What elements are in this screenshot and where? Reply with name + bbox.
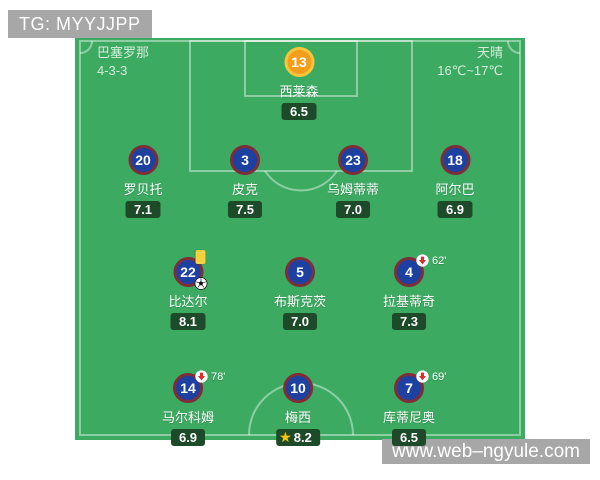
player-name: 西莱森: [279, 84, 319, 99]
player-7[interactable]: 7 69' 库蒂尼奥 6.5: [382, 370, 446, 446]
player-rating-badge: 7.1: [125, 201, 161, 218]
player-number-circle: 18: [439, 145, 470, 175]
player-23[interactable]: 23 乌姆蒂蒂 7.0: [327, 145, 379, 218]
player-name: 比达尔: [168, 294, 208, 309]
watermark-top-left: TG: MYYJJPP: [8, 10, 152, 38]
player-number-circle: 20: [127, 145, 158, 175]
team-name: 巴塞罗那: [97, 45, 150, 60]
player-18[interactable]: 18 阿尔巴 6.9: [435, 145, 475, 218]
player-number-circle: 14 78': [172, 370, 225, 403]
temperature-label: 16℃~17℃: [437, 63, 503, 78]
player-rating: 8.1: [178, 314, 198, 329]
player-3[interactable]: 3 皮克 7.5: [227, 145, 263, 218]
player-number-circle: 22: [172, 250, 207, 290]
player-rating: 7.0: [343, 202, 363, 217]
player-22[interactable]: 22 比达尔 8.1: [168, 250, 208, 330]
player-number: 18: [447, 152, 463, 168]
watermark-top-left-text: TG: MYYJJPP: [19, 13, 141, 34]
player-rating: 7.1: [133, 202, 153, 217]
player-rating-badge: 6.9: [170, 429, 206, 446]
sub-off-icon: [416, 254, 429, 267]
player-number: 13: [291, 54, 307, 70]
sub-off-icon: [416, 370, 429, 383]
player-rating: 6.9: [445, 202, 465, 217]
player-5[interactable]: 5 布斯克茨 7.0: [274, 257, 326, 330]
player-4[interactable]: 4 62' 拉基蒂奇 7.3: [382, 254, 446, 330]
player-number-circle: 4 62': [393, 254, 446, 287]
goal-ball-icon: [194, 277, 207, 290]
player-number: 4: [405, 264, 413, 280]
player-14[interactable]: 14 78' 马尔科姆 6.9: [161, 370, 225, 446]
player-number: 14: [180, 380, 196, 396]
sub-minute-label: 62': [431, 255, 447, 267]
player-name: 皮克: [231, 182, 259, 197]
weather-label: 天晴: [476, 45, 503, 60]
player-number-circle: 10: [282, 373, 313, 403]
player-number: 10: [290, 380, 306, 396]
player-number: 20: [135, 152, 151, 168]
player-rating-badge: 7.0: [335, 201, 371, 218]
player-number-circle: 5: [284, 257, 315, 287]
player-number-circle: 3: [229, 145, 260, 175]
team-info: 巴塞罗那 4-3-3: [97, 44, 149, 80]
player-rating-badge: 7.0: [282, 313, 318, 330]
player-name: 马尔科姆: [161, 410, 215, 425]
player-10[interactable]: 10 梅西 ★ 8.2: [276, 373, 320, 446]
player-name: 乌姆蒂蒂: [326, 182, 380, 197]
player-rating: 6.9: [178, 430, 198, 445]
sub-off-icon: [195, 370, 208, 383]
player-name: 梅西: [284, 410, 312, 425]
player-number: 23: [345, 152, 361, 168]
player-number-circle: 13: [283, 47, 314, 77]
player-name: 阿尔巴: [435, 182, 475, 197]
player-rating: 7.0: [290, 314, 310, 329]
formation-label: 4-3-3: [97, 63, 128, 78]
player-number: 5: [296, 264, 304, 280]
player-name: 拉基蒂奇: [382, 294, 436, 309]
football-pitch: 巴塞罗那 4-3-3 天晴 16℃~17℃ 13 西莱森 6.5 20 罗贝托 7.1 3 皮…: [75, 38, 525, 446]
player-20[interactable]: 20 罗贝托 7.1: [123, 145, 163, 218]
player-rating: 6.5: [289, 104, 309, 119]
player-rating: 8.2: [293, 430, 312, 445]
watermark-bottom-right-text: www.web–ngyule.com: [392, 440, 580, 462]
player-rating: 6.5: [399, 430, 419, 445]
player-rating-badge: ★ 8.2: [276, 429, 320, 446]
player-rating-badge: 8.1: [170, 313, 206, 330]
player-rating-badge: 7.5: [227, 201, 263, 218]
player-rating-badge: 6.5: [281, 103, 317, 120]
player-name: 库蒂尼奥: [382, 410, 436, 425]
player-rating-badge: 7.3: [391, 313, 427, 330]
player-number-circle: 23: [337, 145, 368, 175]
player-name: 布斯克茨: [273, 294, 327, 309]
weather-info: 天晴 16℃~17℃: [437, 44, 503, 80]
sub-minute-label: 69': [431, 371, 447, 383]
player-rating-badge: 6.5: [391, 429, 427, 446]
yellow-card-icon: [194, 250, 205, 264]
player-name: 罗贝托: [123, 182, 163, 197]
player-13[interactable]: 13 西莱森 6.5: [279, 47, 319, 120]
player-number: 22: [180, 264, 196, 280]
star-icon: ★: [279, 429, 292, 445]
player-number: 7: [405, 380, 413, 396]
player-rating: 7.5: [235, 202, 255, 217]
sub-minute-label: 78': [210, 371, 226, 383]
player-rating-badge: 6.9: [437, 201, 473, 218]
player-number-circle: 7 69': [393, 370, 446, 403]
player-rating: 7.3: [399, 314, 419, 329]
player-number: 3: [241, 152, 249, 168]
